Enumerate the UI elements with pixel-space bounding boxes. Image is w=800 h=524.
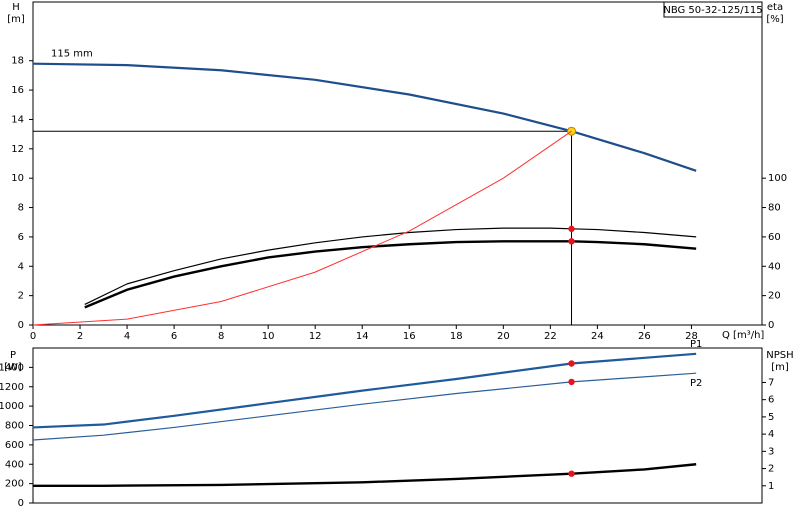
series-line <box>32 372 697 441</box>
operating-dot <box>568 360 575 367</box>
y2-tick-label: 60 <box>768 232 781 243</box>
series-line <box>84 227 697 305</box>
y-tick-label: 16 <box>11 85 24 96</box>
x-tick-label: 24 <box>591 331 604 342</box>
x-tick-label: 2 <box>77 331 83 342</box>
series-line <box>84 240 697 309</box>
title-box <box>663 1 763 18</box>
y2-tick-label: 1 <box>768 481 774 492</box>
series-label: P1 <box>690 339 702 350</box>
y2-tick-label: 0 <box>768 320 774 331</box>
y-tick-label: 2 <box>18 291 24 302</box>
y-tick-label: 0 <box>18 498 24 509</box>
operating-dot <box>568 470 575 477</box>
y-tick-label: 0 <box>18 320 24 331</box>
x-tick-label: 14 <box>356 331 369 342</box>
y-tick-label: 1200 <box>0 382 24 393</box>
x-tick-label: 12 <box>309 331 322 342</box>
x-tick-label: 4 <box>124 331 130 342</box>
y-tick-label: 400 <box>5 459 24 470</box>
y-tick-label: 200 <box>5 479 24 490</box>
operating-dot <box>568 238 575 245</box>
series-line <box>33 463 697 487</box>
y2-tick-label: 20 <box>768 291 781 302</box>
y-tick-label: 1000 <box>0 401 24 412</box>
y2-tick-label: 7 <box>768 377 774 388</box>
y2-label: NPSH <box>766 350 793 361</box>
y2-label: eta <box>767 2 783 13</box>
x-tick-label: 20 <box>497 331 510 342</box>
x-label: Q [m³/h] <box>722 330 764 341</box>
y2-tick-label: 6 <box>768 395 774 406</box>
y-unit: [W] <box>4 362 22 373</box>
lower-frame <box>32 347 763 504</box>
y-tick-label: 800 <box>5 421 24 432</box>
y-tick-label: 14 <box>11 114 24 125</box>
series-line <box>32 130 572 326</box>
x-tick-label: 16 <box>403 331 416 342</box>
series-line <box>32 352 697 429</box>
operating-dot <box>568 225 575 233</box>
y2-tick-label: 4 <box>768 429 774 440</box>
y-tick-label: 4 <box>18 261 24 272</box>
y2-unit: [m] <box>771 362 789 373</box>
y-tick-label: 6 <box>18 232 24 243</box>
y2-tick-label: 2 <box>768 464 774 475</box>
x-tick-label: 10 <box>262 331 275 342</box>
y-tick-label: 10 <box>11 173 24 184</box>
series-line <box>32 62 697 172</box>
x-tick-label: 26 <box>638 331 651 342</box>
series-label: P2 <box>690 378 702 389</box>
x-tick-label: 6 <box>171 331 177 342</box>
y-unit: [m] <box>7 14 25 25</box>
y-tick-label: 18 <box>11 56 24 67</box>
y2-unit: [%] <box>766 14 783 25</box>
y-tick-label: 8 <box>18 203 24 214</box>
x-tick-label: 28 <box>685 331 698 342</box>
y-label: H <box>12 2 20 13</box>
y2-tick-label: 5 <box>768 412 774 423</box>
y-tick-label: 600 <box>5 440 24 451</box>
x-tick-label: 22 <box>544 331 557 342</box>
chart-title: NBG 50-32-125/115 <box>663 5 762 16</box>
x-tick-label: 0 <box>30 331 36 342</box>
y2-tick-label: 40 <box>768 261 781 272</box>
y-tick-label: 12 <box>11 144 24 155</box>
x-tick-label: 18 <box>450 331 463 342</box>
y-tick-label: 1400 <box>0 362 24 373</box>
y2-tick-label: 3 <box>768 446 774 457</box>
operating-dot <box>568 378 575 386</box>
series-label: 115 mm <box>51 49 93 60</box>
y2-tick-label: 80 <box>768 203 781 214</box>
y-label: P <box>10 350 16 361</box>
y2-tick-label: 100 <box>768 173 787 184</box>
x-tick-label: 8 <box>218 331 224 342</box>
upper-frame <box>32 1 763 326</box>
